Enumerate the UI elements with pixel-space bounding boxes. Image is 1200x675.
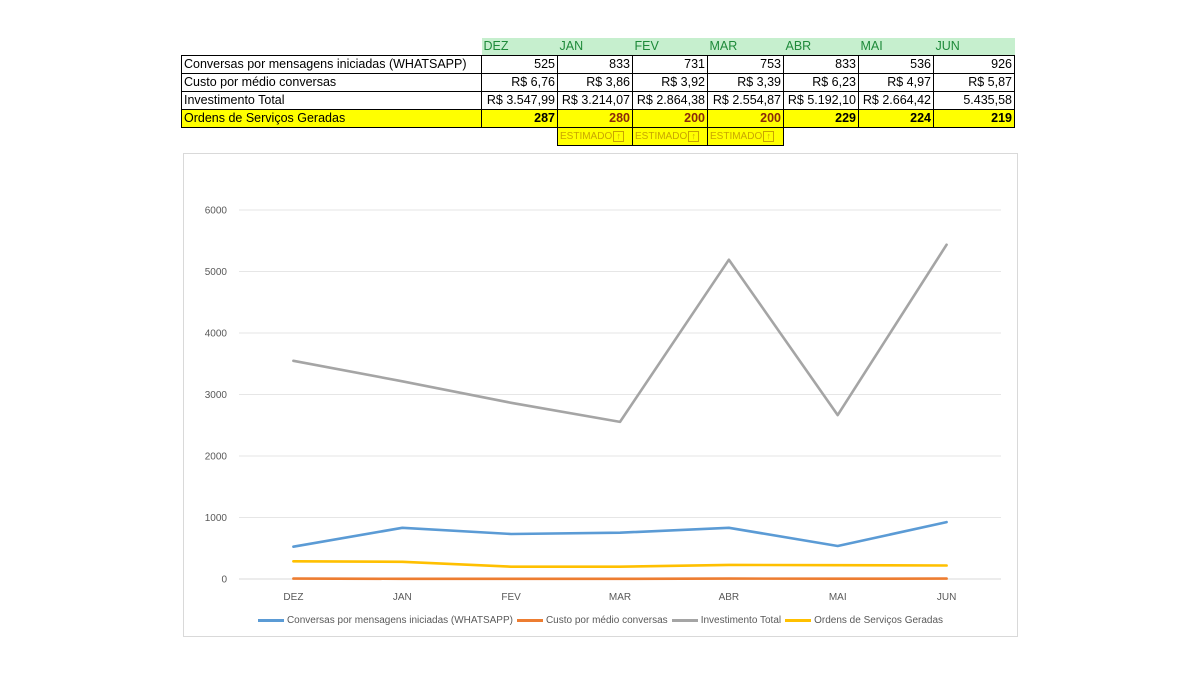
- table-cell: 200: [707, 109, 784, 128]
- table-row: Ordens de Serviços Geradas 287 280 200 200 22…: [181, 109, 1015, 128]
- estimated-label: ESTIMADO: [635, 131, 688, 142]
- table-cell: R$ 4,97: [858, 73, 934, 92]
- table-cell: R$ 2.864,38: [632, 91, 708, 110]
- table-cell: 229: [783, 109, 859, 128]
- x-tick-label: FEV: [501, 592, 521, 603]
- legend-label: Investimento Total: [700, 615, 782, 626]
- month-header-cell: DEZ: [481, 38, 558, 56]
- arrow-up-boxed-icon: ↑: [613, 130, 625, 142]
- legend-label: Ordens de Serviços Geradas: [814, 615, 944, 626]
- legend-item: Investimento Total: [671, 615, 782, 626]
- legend-swatch: [671, 619, 698, 622]
- x-tick-label: MAI: [829, 592, 847, 603]
- row-label: Conversas por mensagens iniciadas (WHATS…: [181, 55, 482, 74]
- empty-cell: [784, 128, 859, 146]
- arrow-up-boxed-icon: ↑: [763, 130, 775, 142]
- table-cell: 731: [632, 55, 708, 74]
- chart-legend: Conversas por mensagens iniciadas (WHATS…: [184, 615, 1017, 626]
- data-table: DEZ JAN FEV MAR ABR MAI JUN Conversas por mensa…: [181, 38, 1015, 146]
- y-tick-label: 1000: [205, 513, 228, 524]
- legend-label: Custo por médio conversas: [545, 615, 668, 626]
- month-header-cell: JAN: [557, 38, 633, 56]
- series-line: [292, 243, 948, 424]
- table-cell: R$ 6,76: [481, 73, 558, 92]
- legend-swatch: [785, 619, 812, 622]
- x-tick-label: JUN: [937, 592, 956, 603]
- legend-label: Conversas por mensagens iniciadas (WHATS…: [286, 615, 513, 626]
- y-tick-label: 5000: [205, 267, 228, 278]
- arrow-up-boxed-icon: ↑: [688, 130, 700, 142]
- table-cell: R$ 2.664,42: [858, 91, 934, 110]
- line-chart: 0 1000 2000 3000 4000 5000 6000 DEZ JAN FEV MAR ABR…: [183, 153, 1018, 637]
- estimated-badge: ESTIMADO ↑: [557, 127, 633, 146]
- header-blank-cell: [182, 38, 482, 56]
- estimated-badge: ESTIMADO ↑: [632, 127, 708, 146]
- month-header-cell: JUN: [933, 38, 1015, 56]
- y-tick-label: 3000: [205, 390, 228, 401]
- table-cell: 525: [481, 55, 558, 74]
- legend-item: Ordens de Serviços Geradas: [785, 615, 943, 626]
- month-header-cell: MAI: [858, 38, 934, 56]
- table-cell: R$ 3,39: [707, 73, 784, 92]
- legend-swatch: [516, 619, 543, 622]
- table-cell: R$ 3,86: [557, 73, 633, 92]
- table-cell: 536: [858, 55, 934, 74]
- table-cell: R$ 5,87: [933, 73, 1015, 92]
- series-line: [292, 520, 948, 549]
- estimated-row: ESTIMADO ↑ ESTIMADO ↑ ESTIMADO ↑: [182, 127, 1015, 146]
- legend-swatch: [257, 619, 284, 622]
- y-tick-label: 6000: [205, 206, 228, 217]
- y-tick-label: 4000: [205, 329, 228, 340]
- row-label: Ordens de Serviços Geradas: [181, 109, 482, 128]
- table-cell: 833: [783, 55, 859, 74]
- x-tick-label: MAR: [609, 592, 631, 603]
- y-tick-label: 0: [221, 575, 227, 586]
- estimated-label: ESTIMADO: [710, 131, 763, 142]
- table-cell: R$ 3.214,07: [557, 91, 633, 110]
- empty-cell: [182, 128, 482, 146]
- chart-plot-area: 0 1000 2000 3000 4000 5000 6000 DEZ JAN FEV MAR ABR…: [205, 206, 1001, 603]
- x-tick-label: ABR: [719, 592, 740, 603]
- month-header-cell: MAR: [707, 38, 784, 56]
- table-cell: R$ 2.554,87: [707, 91, 784, 110]
- table-row: Custo por médio conversas R$ 6,76 R$ 3,86 R…: [181, 73, 1015, 92]
- table-cell: R$ 3.547,99: [481, 91, 558, 110]
- table-row: Conversas por mensagens iniciadas (WHATS…: [181, 55, 1015, 74]
- estimated-label: ESTIMADO: [560, 131, 613, 142]
- empty-cell: [859, 128, 934, 146]
- month-header-cell: ABR: [783, 38, 859, 56]
- table-cell: 280: [557, 109, 633, 128]
- row-label: Custo por médio conversas: [181, 73, 482, 92]
- table-cell: 224: [858, 109, 934, 128]
- table-cell: 753: [707, 55, 784, 74]
- empty-cell: [934, 128, 1015, 146]
- series-line: [292, 559, 948, 569]
- estimated-badge: ESTIMADO ↑: [707, 127, 784, 146]
- table-cell: R$ 5.192,10: [783, 91, 859, 110]
- table-cell: 200: [632, 109, 708, 128]
- month-header-row: DEZ JAN FEV MAR ABR MAI JUN: [182, 38, 1015, 56]
- empty-cell: [482, 128, 558, 146]
- table-cell: 833: [557, 55, 633, 74]
- table-cell: R$ 3,92: [632, 73, 708, 92]
- row-label: Investimento Total: [181, 91, 482, 110]
- legend-item: Custo por médio conversas: [516, 615, 668, 626]
- table-cell: R$ 6,23: [783, 73, 859, 92]
- legend-item: Conversas por mensagens iniciadas (WHATS…: [257, 615, 513, 626]
- table-cell: 287: [481, 109, 558, 128]
- table-row: Investimento Total R$ 3.547,99 R$ 3.214,07…: [181, 91, 1015, 110]
- table-cell: 219: [933, 109, 1015, 128]
- table-cell: 5.435,58: [933, 91, 1015, 110]
- x-tick-label: DEZ: [283, 592, 303, 603]
- y-tick-label: 2000: [205, 452, 228, 463]
- x-tick-label: JAN: [393, 592, 412, 603]
- month-header-cell: FEV: [632, 38, 708, 56]
- table-cell: 926: [933, 55, 1015, 74]
